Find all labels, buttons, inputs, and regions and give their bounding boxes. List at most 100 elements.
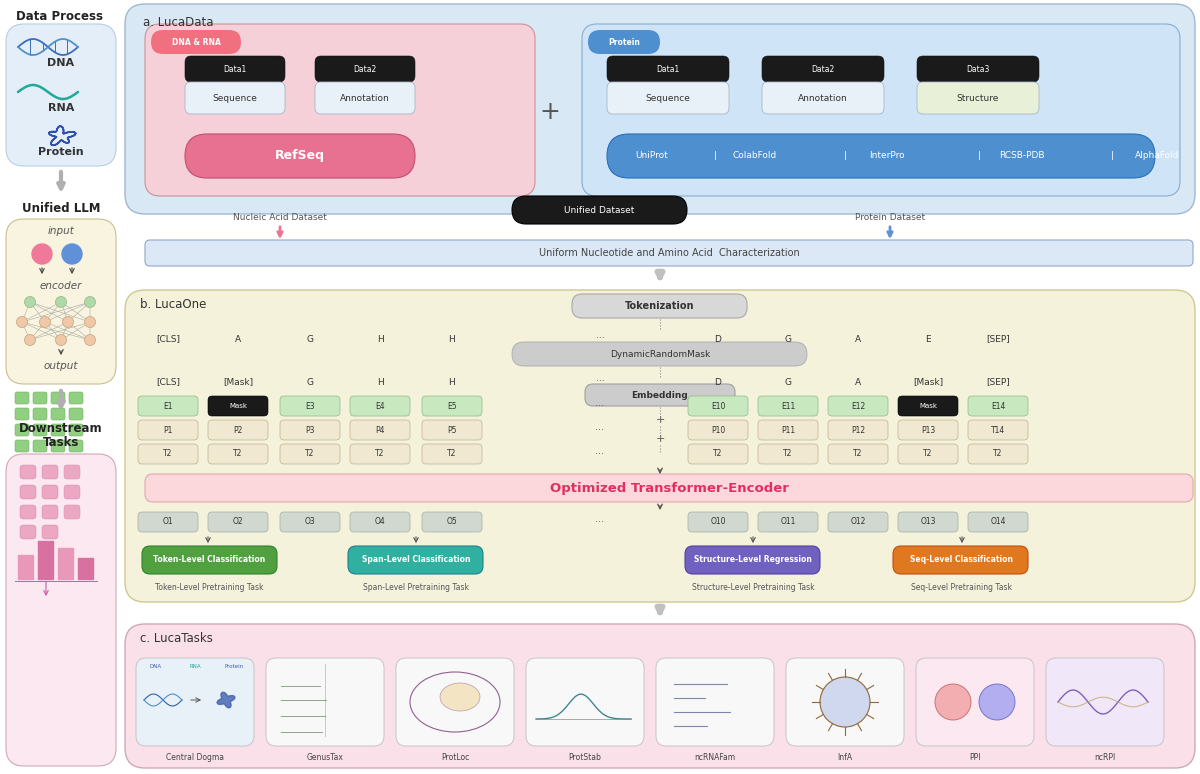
Text: A: A (854, 334, 862, 344)
FancyBboxPatch shape (688, 420, 748, 440)
Circle shape (820, 677, 870, 727)
FancyBboxPatch shape (70, 408, 83, 420)
FancyBboxPatch shape (968, 396, 1028, 416)
Text: ncRPI: ncRPI (1094, 752, 1116, 762)
FancyBboxPatch shape (828, 420, 888, 440)
FancyBboxPatch shape (758, 512, 818, 532)
FancyBboxPatch shape (512, 342, 808, 366)
Text: E3: E3 (305, 402, 314, 410)
Text: [Mask]: [Mask] (223, 378, 253, 386)
FancyBboxPatch shape (758, 396, 818, 416)
Text: O12: O12 (851, 518, 865, 526)
Text: [Mask]: [Mask] (913, 378, 943, 386)
Circle shape (55, 296, 66, 307)
Text: +: + (540, 100, 560, 124)
Text: P2: P2 (233, 426, 242, 434)
Text: |: | (714, 152, 716, 160)
Text: A: A (854, 378, 862, 386)
FancyBboxPatch shape (898, 396, 958, 416)
FancyBboxPatch shape (266, 658, 384, 746)
Bar (38, 540, 53, 579)
Text: RNA: RNA (48, 103, 74, 113)
Circle shape (55, 334, 66, 345)
Text: H: H (377, 378, 383, 386)
Text: Data Process: Data Process (17, 9, 103, 22)
Text: T2: T2 (305, 450, 314, 458)
Text: E1: E1 (163, 402, 173, 410)
Text: Protein: Protein (608, 37, 640, 46)
Text: Data3: Data3 (966, 64, 990, 74)
FancyBboxPatch shape (422, 396, 482, 416)
FancyBboxPatch shape (64, 485, 80, 499)
Text: Structure: Structure (956, 94, 1000, 102)
FancyBboxPatch shape (14, 424, 29, 436)
FancyBboxPatch shape (968, 512, 1028, 532)
FancyBboxPatch shape (14, 440, 29, 452)
Text: Embedding: Embedding (631, 391, 689, 399)
Text: A: A (235, 334, 241, 344)
Text: E4: E4 (376, 402, 385, 410)
Text: Span-Level Pretraining Task: Span-Level Pretraining Task (364, 583, 469, 591)
Text: D: D (714, 334, 721, 344)
Text: [CLS]: [CLS] (156, 378, 180, 386)
Text: output: output (43, 361, 78, 371)
FancyBboxPatch shape (512, 196, 686, 224)
Text: Annotation: Annotation (340, 94, 390, 102)
Text: Tokenization: Tokenization (625, 301, 695, 311)
FancyBboxPatch shape (350, 512, 410, 532)
FancyBboxPatch shape (42, 525, 58, 539)
Text: [CLS]: [CLS] (156, 334, 180, 344)
Text: E: E (925, 334, 931, 344)
Text: O11: O11 (780, 518, 796, 526)
Text: Seq-Level Classification: Seq-Level Classification (911, 556, 1014, 564)
FancyBboxPatch shape (6, 454, 116, 766)
Text: Span-Level Classification: Span-Level Classification (361, 556, 470, 564)
Text: P13: P13 (920, 426, 935, 434)
FancyBboxPatch shape (6, 24, 116, 166)
Text: E5: E5 (448, 402, 457, 410)
FancyBboxPatch shape (316, 56, 415, 82)
Text: T2: T2 (233, 450, 242, 458)
Text: T2: T2 (448, 450, 457, 458)
FancyBboxPatch shape (280, 512, 340, 532)
FancyBboxPatch shape (968, 444, 1028, 464)
Text: T2: T2 (376, 450, 385, 458)
FancyBboxPatch shape (916, 658, 1034, 746)
Text: ···: ··· (595, 334, 605, 344)
Text: ProtStab: ProtStab (569, 752, 601, 762)
Circle shape (32, 244, 52, 264)
Text: H: H (449, 334, 455, 344)
FancyBboxPatch shape (898, 444, 958, 464)
Bar (58, 547, 73, 579)
FancyBboxPatch shape (32, 440, 47, 452)
FancyBboxPatch shape (828, 444, 888, 464)
FancyBboxPatch shape (828, 512, 888, 532)
FancyBboxPatch shape (893, 546, 1028, 574)
Text: DNA: DNA (150, 663, 162, 669)
Text: ProtLoc: ProtLoc (440, 752, 469, 762)
Text: Optimized Transformer-Encoder: Optimized Transformer-Encoder (550, 481, 788, 495)
FancyBboxPatch shape (607, 82, 730, 114)
Text: P12: P12 (851, 426, 865, 434)
Text: Central Dogma: Central Dogma (166, 752, 224, 762)
Text: RNA: RNA (190, 663, 200, 669)
FancyBboxPatch shape (14, 408, 29, 420)
Text: ncRNAFam: ncRNAFam (695, 752, 736, 762)
Text: Sequence: Sequence (646, 94, 690, 102)
FancyBboxPatch shape (20, 485, 36, 499)
FancyBboxPatch shape (280, 444, 340, 464)
FancyBboxPatch shape (968, 420, 1028, 440)
FancyBboxPatch shape (656, 658, 774, 746)
Text: Data2: Data2 (811, 64, 835, 74)
Text: Protein: Protein (224, 663, 244, 669)
Text: T2: T2 (784, 450, 793, 458)
Text: Token-Level Pretraining Task: Token-Level Pretraining Task (155, 583, 263, 591)
Circle shape (62, 317, 73, 327)
FancyBboxPatch shape (898, 512, 958, 532)
Text: Unified Dataset: Unified Dataset (564, 206, 635, 214)
FancyBboxPatch shape (64, 465, 80, 479)
Text: G: G (306, 334, 313, 344)
Text: T2: T2 (923, 450, 932, 458)
Text: RefSeq: RefSeq (275, 149, 325, 163)
Text: PPI: PPI (970, 752, 980, 762)
